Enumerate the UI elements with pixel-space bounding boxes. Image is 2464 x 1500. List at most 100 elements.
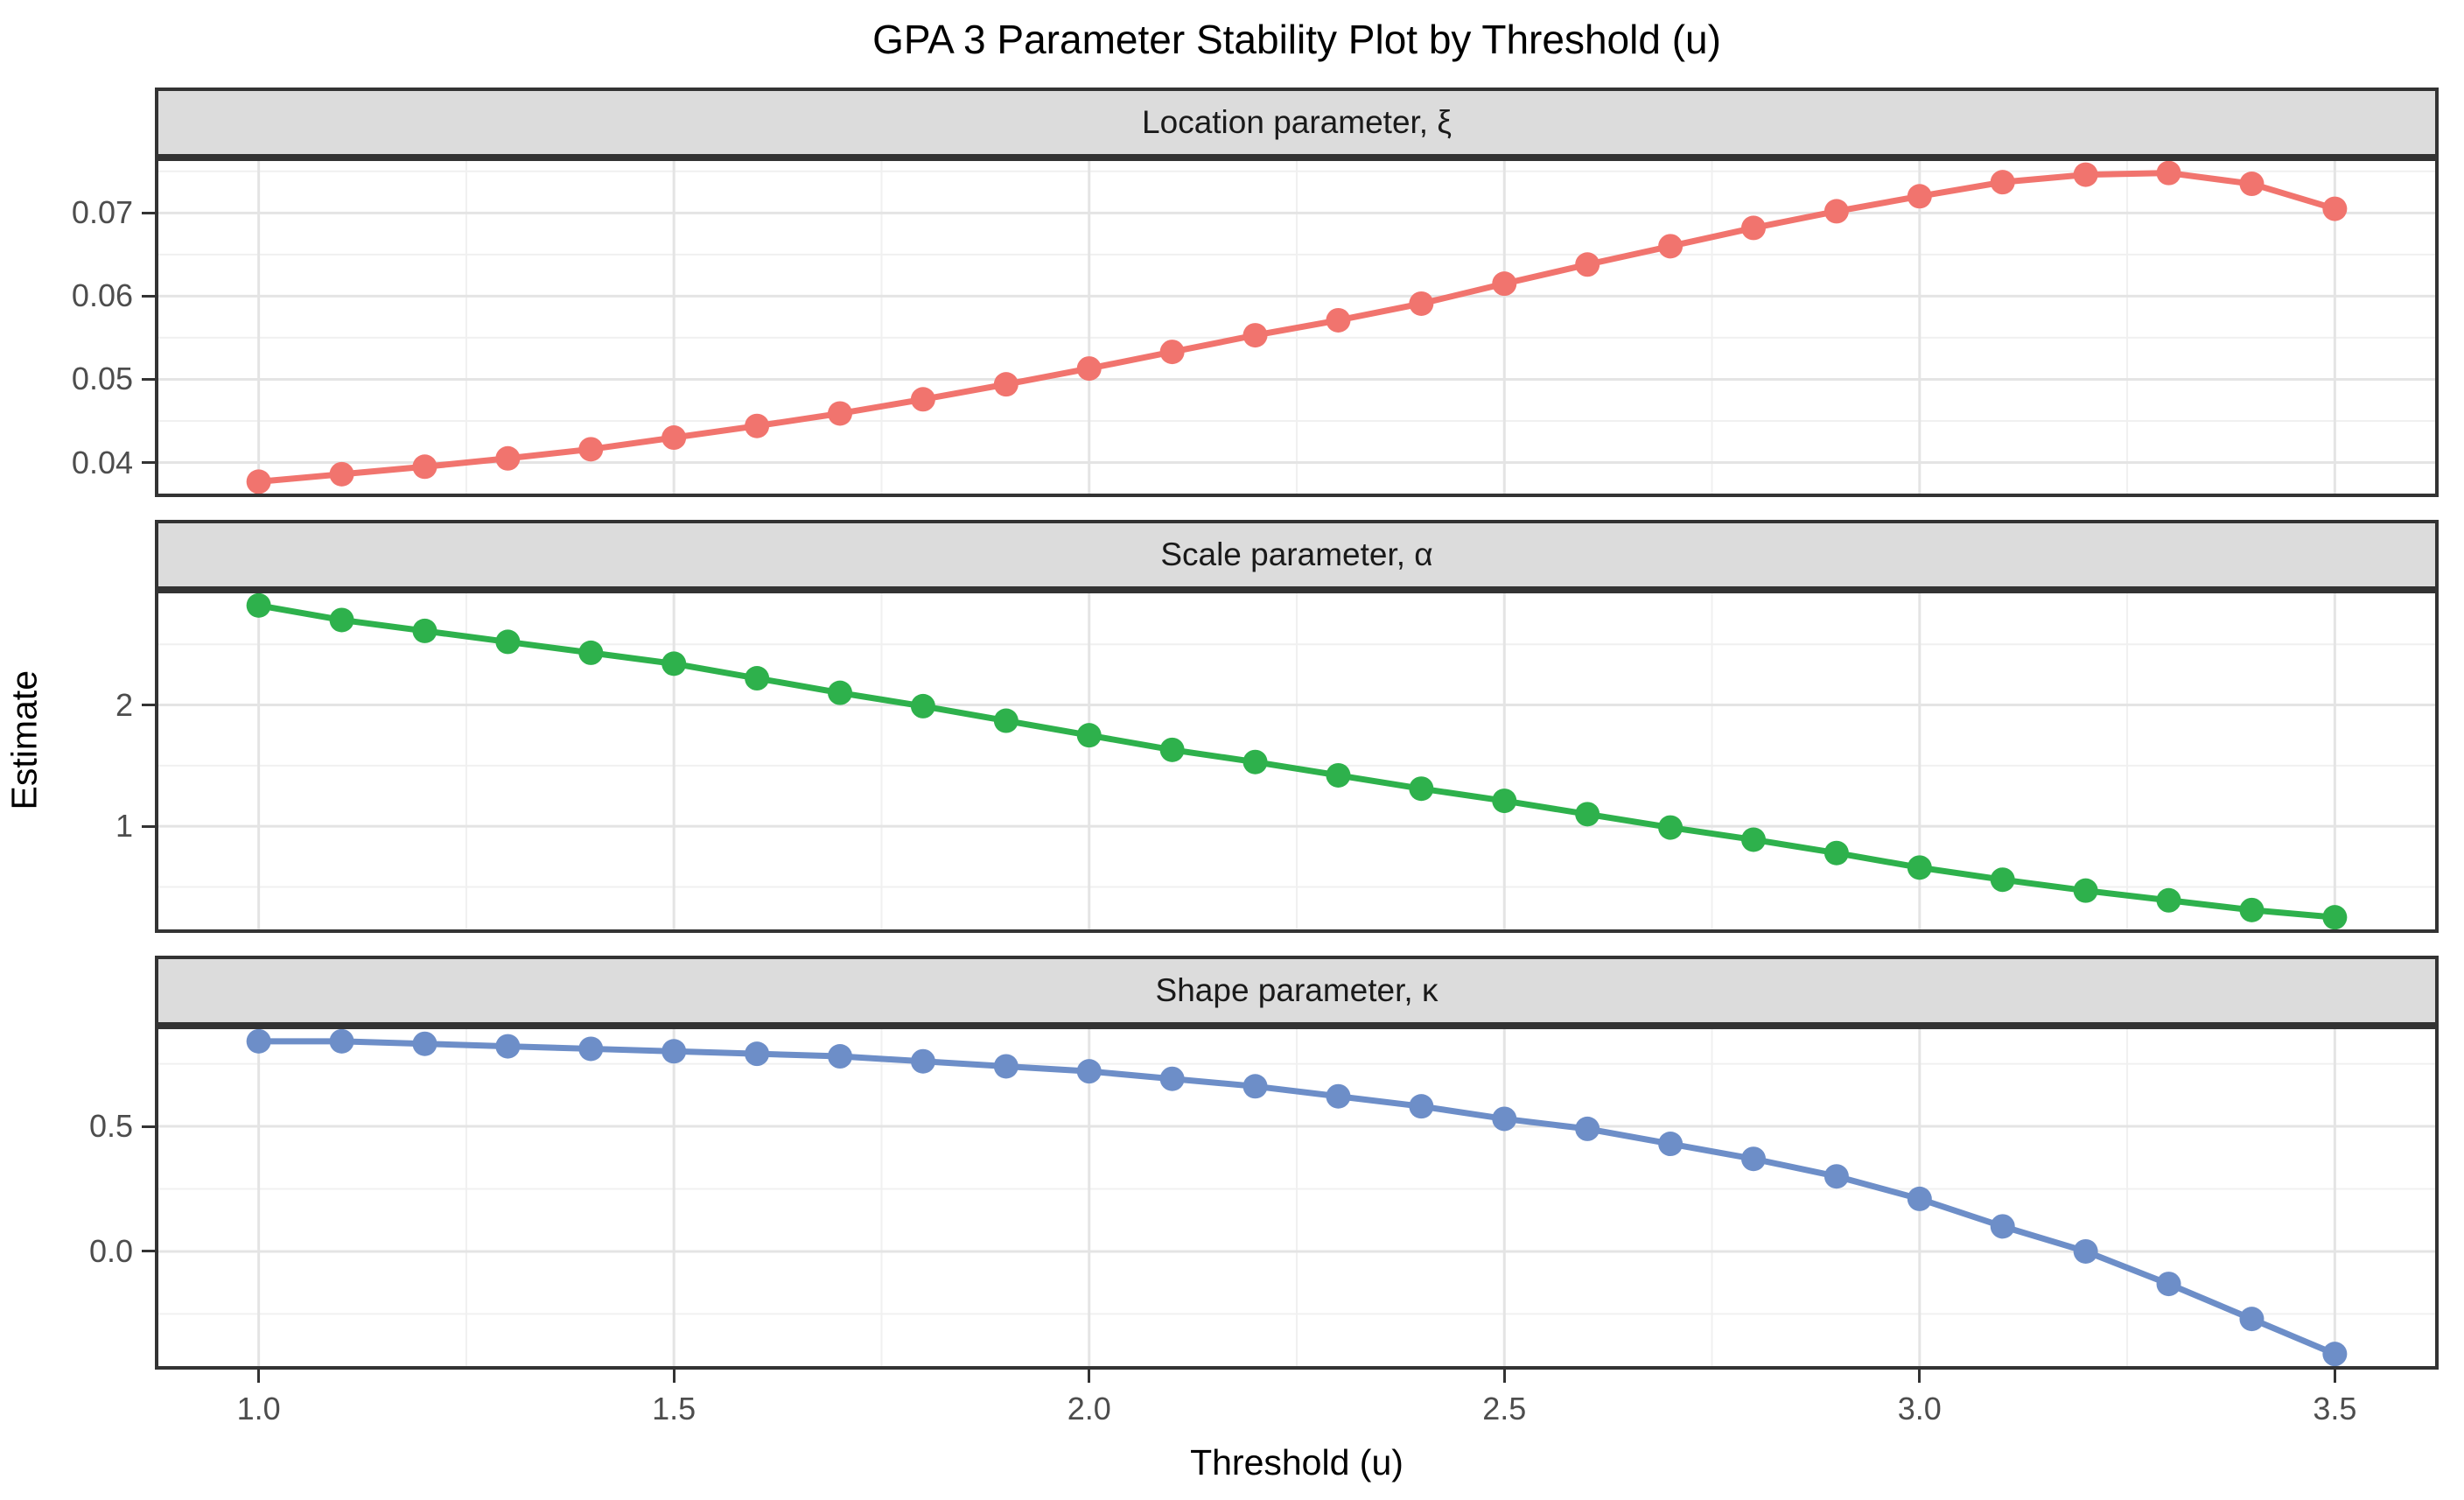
- x-tick-label: 1.0: [236, 1391, 281, 1426]
- facet-panel-scale: [155, 590, 2439, 933]
- data-point: [828, 1044, 852, 1069]
- data-point: [1990, 867, 2015, 893]
- y-tick-label: 1: [115, 808, 133, 845]
- data-point: [1159, 340, 1185, 365]
- data-point: [1741, 1146, 1766, 1172]
- data-point: [662, 651, 687, 676]
- y-tick-mark: [142, 1250, 155, 1253]
- data-point: [412, 1031, 438, 1056]
- data-point: [578, 640, 604, 665]
- data-point: [1990, 170, 2015, 195]
- data-point: [1575, 802, 1600, 827]
- data-point: [1907, 184, 1932, 209]
- data-point: [1326, 307, 1351, 333]
- data-point: [1990, 1214, 2015, 1239]
- data-point: [1492, 1106, 1517, 1132]
- x-tick-mark: [257, 1370, 261, 1383]
- data-point: [910, 1048, 935, 1074]
- data-point: [1242, 323, 1268, 348]
- data-point: [993, 372, 1018, 397]
- data-point: [745, 666, 770, 691]
- data-point: [2239, 172, 2264, 197]
- y-tick-label: 2: [115, 686, 133, 723]
- y-tick-label: 0.06: [71, 277, 133, 314]
- data-point: [1409, 291, 1434, 316]
- facet-strip-shape-label: Shape parameter, κ: [1155, 972, 1438, 1008]
- chart-title: GPA 3 Parameter Stability Plot by Thresh…: [872, 17, 1721, 62]
- series-line: [258, 170, 2336, 485]
- data-point: [2073, 162, 2098, 187]
- facet-plot-area-0: [158, 161, 2435, 494]
- data-point: [2156, 161, 2181, 186]
- data-point: [993, 1054, 1018, 1079]
- data-point: [578, 1036, 604, 1062]
- data-point: [828, 401, 852, 426]
- data-point: [1159, 737, 1185, 762]
- facet-strip-scale-label: Scale parameter, α: [1160, 536, 1433, 572]
- x-tick-label: 3.5: [2313, 1391, 2357, 1426]
- data-point: [1492, 789, 1517, 814]
- data-point: [2156, 1272, 2181, 1297]
- data-point: [2073, 878, 2098, 903]
- data-point: [495, 445, 521, 471]
- facet-strip-shape: Shape parameter, κ: [155, 956, 2439, 1026]
- series-line: [258, 602, 2335, 921]
- data-point: [329, 1029, 354, 1054]
- x-tick-label: 1.5: [652, 1391, 696, 1426]
- data-point: [2322, 905, 2348, 929]
- data-point: [745, 413, 770, 438]
- y-tick-label: 0.0: [88, 1232, 133, 1269]
- facet-strip-location-label: Location parameter, ξ: [1142, 104, 1452, 140]
- data-point: [246, 1029, 271, 1054]
- y-tick-mark: [142, 294, 155, 298]
- y-tick-mark: [142, 377, 155, 381]
- data-point: [745, 1041, 770, 1067]
- data-point: [2322, 1342, 2348, 1366]
- x-tick-label: 3.0: [1897, 1391, 1942, 1426]
- x-axis-title: Threshold (u): [1190, 1442, 1404, 1482]
- data-point: [662, 425, 687, 451]
- data-point: [1741, 827, 1766, 852]
- y-tick-mark: [142, 1125, 155, 1128]
- data-point: [1159, 1066, 1185, 1091]
- data-point: [1907, 855, 1932, 880]
- data-point: [910, 693, 935, 718]
- data-point: [1242, 749, 1268, 775]
- x-tick-mark: [2333, 1370, 2336, 1383]
- data-point: [246, 593, 271, 618]
- data-point: [1076, 356, 1102, 382]
- data-point: [1076, 1059, 1102, 1084]
- data-point: [412, 618, 438, 643]
- data-point: [1658, 234, 1684, 259]
- data-point: [993, 708, 1018, 733]
- data-point: [1409, 776, 1434, 802]
- data-point: [1242, 1074, 1268, 1099]
- data-point: [1658, 1132, 1684, 1157]
- y-tick-mark: [142, 211, 155, 214]
- x-tick-label: 2.5: [1482, 1391, 1527, 1426]
- series-line: [258, 1038, 2336, 1357]
- data-point: [2073, 1238, 2098, 1264]
- data-point: [1575, 252, 1600, 277]
- data-point: [1575, 1116, 1600, 1141]
- facet-panel-shape: [155, 1026, 2439, 1370]
- data-point: [2239, 897, 2264, 922]
- data-point: [2156, 887, 2181, 913]
- data-point: [2322, 196, 2348, 221]
- facet-strip-location: Location parameter, ξ: [155, 88, 2439, 158]
- data-point: [329, 461, 354, 487]
- x-tick-mark: [1502, 1370, 1506, 1383]
- data-point: [412, 454, 438, 480]
- data-point: [662, 1039, 687, 1064]
- data-point: [578, 437, 604, 462]
- y-tick-label: 0.07: [71, 194, 133, 231]
- y-tick-label: 0.05: [71, 361, 133, 397]
- y-tick-label: 0.5: [88, 1108, 133, 1145]
- x-tick-mark: [1918, 1370, 1922, 1383]
- data-point: [1824, 840, 1849, 866]
- data-point: [1326, 762, 1351, 788]
- data-point: [1741, 215, 1766, 241]
- data-point: [1326, 1083, 1351, 1109]
- data-point: [329, 607, 354, 633]
- y-tick-label: 0.04: [71, 444, 133, 480]
